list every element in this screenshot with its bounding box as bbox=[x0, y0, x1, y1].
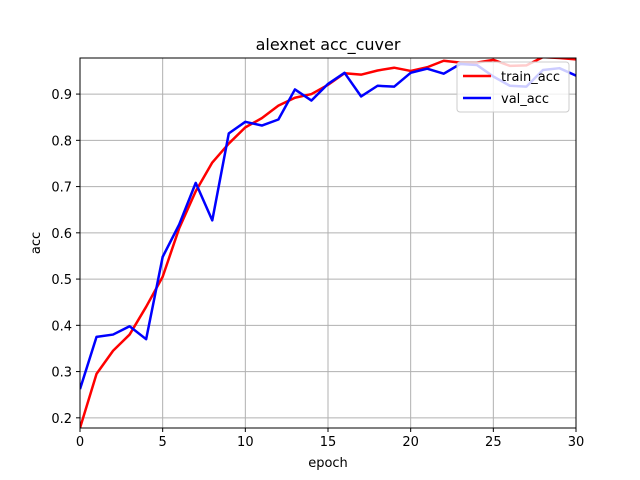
y-tick-label: 0.4 bbox=[51, 319, 72, 334]
x-tick-label: 5 bbox=[159, 435, 167, 450]
chart-title: alexnet acc_cuver bbox=[256, 35, 401, 55]
y-tick-label: 0.5 bbox=[51, 273, 72, 288]
x-tick-label: 30 bbox=[568, 435, 585, 450]
y-tick-label: 0.9 bbox=[51, 88, 72, 103]
x-tick-label: 25 bbox=[485, 435, 502, 450]
x-axis-label: epoch bbox=[308, 456, 348, 471]
x-tick-label: 20 bbox=[402, 435, 419, 450]
y-axis-label: acc bbox=[29, 232, 44, 254]
y-tick-label: 0.7 bbox=[51, 181, 72, 196]
y-tick-label: 0.3 bbox=[51, 366, 72, 381]
axis-ticks: 0 5 10 15 20 25 30 0.2 0.3 0.4 0.5 0.6 0.7 0.8 0.9 bbox=[51, 88, 584, 450]
y-tick-label: 0.8 bbox=[51, 134, 72, 149]
legend-label-val-acc: val_acc bbox=[501, 92, 549, 107]
legend-label-train-acc: train_acc bbox=[501, 70, 560, 85]
x-tick-label: 0 bbox=[76, 435, 84, 450]
x-tick-label: 10 bbox=[237, 435, 254, 450]
legend: train_acc val_acc bbox=[456, 61, 570, 113]
y-tick-label: 0.2 bbox=[51, 412, 72, 427]
x-tick-label: 15 bbox=[320, 435, 337, 450]
y-tick-label: 0.6 bbox=[51, 227, 72, 242]
legend-box bbox=[456, 61, 570, 113]
